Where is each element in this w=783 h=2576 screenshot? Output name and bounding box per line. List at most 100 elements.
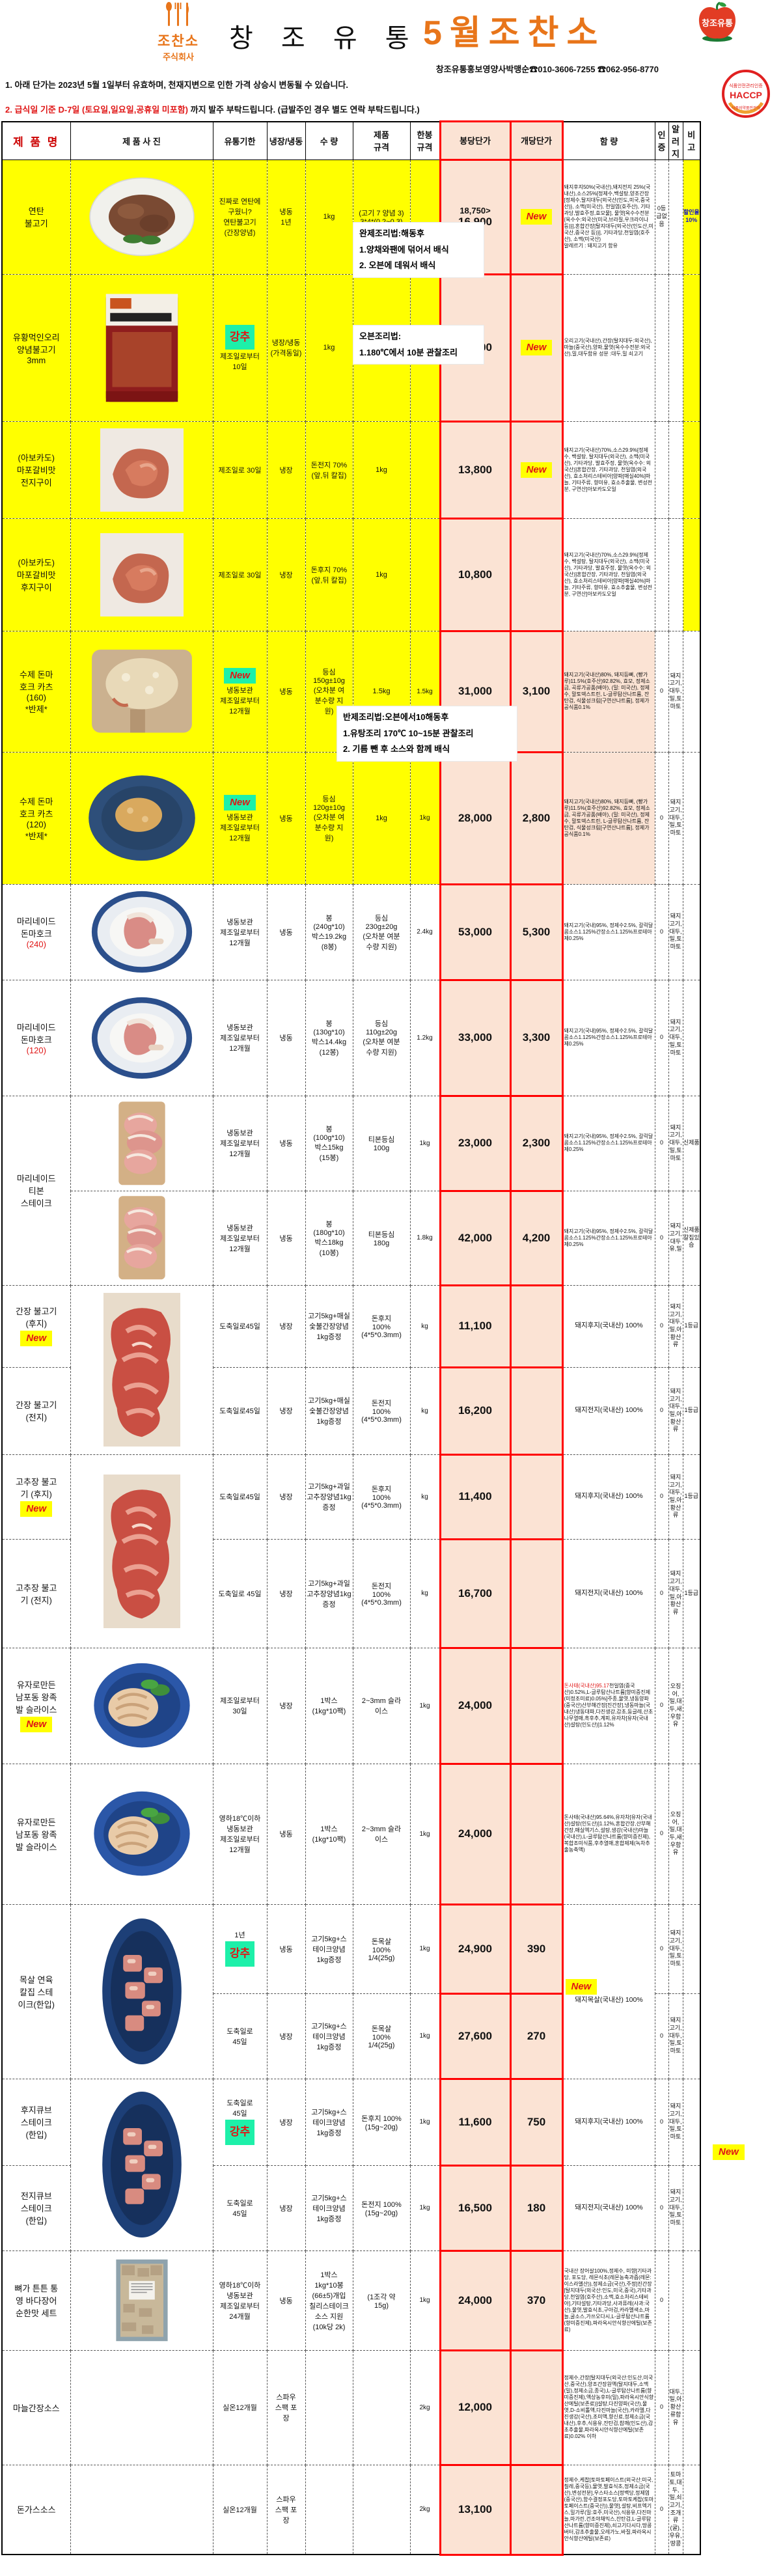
cell-storage: 냉장	[266, 518, 306, 631]
cell-expiry: 영하18℃이하 냉동보관 제조일로부터 12개월	[212, 1763, 268, 1905]
cell-content: 돼지후지(국내산) 100%	[562, 1284, 655, 1368]
product-photo	[70, 421, 213, 519]
product-photo	[70, 2250, 213, 2351]
cell-expiry: 도축일로 45일	[212, 1993, 268, 2079]
table-row: 수제 돈마 호크 카츠 (160) *반제* New 냉동보관 제조일로부터 12개…	[1, 630, 701, 753]
cell-expiry: 도축일로 45일	[212, 1538, 268, 1648]
cell-allergy: 돼지고기,대두,밀,토마토	[668, 883, 683, 980]
cell-name: 간장 불고기 (후지) New	[1, 1284, 71, 1368]
cell-storage: 냉동	[266, 630, 306, 753]
cell-storage: 냉장	[266, 421, 306, 519]
cell-spec: 돈전지 100% (4*5*0.3mm)	[352, 1538, 411, 1648]
new-badge: New	[520, 462, 553, 478]
table-row: 마리네이드 티본 스테이크 냉동보관 제조일로부터 12개월 냉동 봉 (100g*1…	[1, 1094, 701, 1286]
table-row: 고추장 불고 기 (전지) 도축일로 45일 냉장 고기5kg+과일 고추장양념1kg…	[1, 1538, 701, 1649]
table-row: 유자로만든 남포동 왕족 발 슬라이스 New 제조일로부터 30일 냉장 1박스 (1…	[1, 1646, 701, 1765]
column-header-bagPrice: 봉당단가	[439, 120, 512, 161]
cell-cert: 0	[654, 1763, 669, 1905]
cell-note	[682, 883, 701, 980]
cell-name: 마리네이드 티본 스테이크	[1, 1095, 71, 1286]
cell-name: 고추장 불고 기 (후지) New	[1, 1454, 71, 1540]
cell-unitPrice	[509, 1762, 564, 1905]
cell-unitPrice: 180	[509, 2164, 564, 2252]
notice-2: 2. 급식일 기준 D-7일 (토요일,일요일,공휴일 미포함) 까지 발주 부…	[5, 103, 420, 115]
cell-content: 돼지전지(국내산) 100%	[562, 1538, 655, 1648]
cell-bagPrice: 16,200	[439, 1366, 512, 1456]
cell-name: 마리네이드 돈마호크 (120)	[1, 979, 71, 1096]
cell-storage: 냉동	[266, 1763, 306, 1905]
cell-bagPrice: 24,900	[439, 1903, 512, 1995]
cell-unitPrice: 270	[509, 1992, 564, 2080]
cell-note	[682, 979, 701, 1096]
cell-name: 유자로만든 남포동 왕족 발 슬라이스 New	[1, 1647, 71, 1764]
cell-storage: 냉동	[266, 1095, 306, 1191]
cell-storage: 냉장	[266, 1454, 306, 1540]
cell-allergy: 돼지고기,대두,밀,토마토	[668, 1904, 683, 1994]
cell-bagPrice: 13,100	[439, 2463, 512, 2556]
product-photo	[70, 1763, 213, 1905]
cell-storage: 냉동	[266, 1190, 306, 1286]
cell-cert: 0	[654, 1366, 669, 1455]
cell-expiry: 제조일로부터 30일	[212, 1647, 268, 1764]
cell-qty: 봉 (240g*10) 박스19.2kg (8봉)	[305, 883, 353, 980]
cell-allergy	[668, 273, 683, 422]
cell-name: 마리네이드 돈마호크 (240)	[1, 883, 71, 980]
cell-expiry: 도축일로45일	[212, 1366, 268, 1455]
cell-note: 1등급	[682, 1284, 701, 1368]
table-row: 수제 돈마 호크 카츠 (120) *반제* New 냉동보관 제조일로부터 12개…	[1, 751, 701, 885]
cell-content: 오리고기(국내산),간장(탈지대두:외국산),마늘(중국산),양파,물엿(옥수수…	[562, 273, 655, 422]
cell-bag: 1kg	[409, 2250, 441, 2351]
cell-cert: 0	[654, 1095, 669, 1191]
table-row: 돈가스소스 실온12개월 스파우 스팩 포 장 2kg 13,100 정제수,케찹[토마토…	[1, 2463, 701, 2556]
cell-qty: 봉 (130g*10) 박스14.4kg (12봉)	[305, 979, 353, 1096]
product-photo-image	[103, 1474, 180, 1628]
cell-note	[682, 518, 701, 631]
cell-cert: 0	[654, 1904, 669, 1994]
cell-bag: 1kg	[409, 1763, 441, 1905]
cell-storage: 냉동	[266, 883, 306, 980]
column-header-unitPrice: 개당단가	[509, 120, 564, 161]
table-row: 간장 불고기 (후지) New 도축일로45일 냉장 고기5kg+매실 숯불간장양념 1…	[1, 1284, 701, 1455]
product-photo-image	[90, 995, 194, 1081]
cell-qty: 고기5kg+과일 고추장양념1kg 증정	[305, 1454, 353, 1540]
cell-cert: 0	[654, 1190, 669, 1286]
cell-note	[682, 2078, 701, 2166]
cell-bag	[409, 518, 441, 631]
cell-bag: kg	[409, 1454, 441, 1540]
product-photo-image	[100, 290, 184, 406]
cell-storage: 냉장	[266, 1538, 306, 1648]
cell-qty: 고기5kg+스 테이크양념 1kg증정	[305, 2078, 353, 2166]
cell-content: 돼지고기(국내)95%, 정제수2.5%, 갈릭달콤소스1.125%간장소스1.…	[562, 883, 655, 980]
table-row: 전지큐브 스테이크 (한입) 도축일로 45일 냉장 고기5kg+스 테이크양념 1k…	[1, 2164, 701, 2252]
cell-qty: 1박스 1kg*10봉 (66±5)개입 칠리스테이크 소스 지원 (10k당 …	[305, 2250, 353, 2351]
cell-expiry: New 냉동보관 제조일로부터 12개월	[212, 630, 268, 753]
cell-unitPrice: 4,200	[509, 1189, 564, 1286]
haccp-text: HACCP	[730, 90, 762, 100]
table-row: 마리네이드 돈마호크 (240) 냉동보관 제조일로부터 12개월 냉동 봉 (240…	[1, 883, 701, 981]
cell-spec: (1조각 약 15g)	[352, 2250, 411, 2351]
cell-bag: 1kg	[409, 2165, 441, 2251]
cell-bagPrice: 16,500	[439, 2164, 512, 2252]
cell-note: 1등급	[682, 1366, 701, 1455]
month-banner: 5월조찬소	[423, 14, 606, 52]
cell-allergy: 돼지고기,대두,밀,토마토	[668, 979, 683, 1096]
table-row: (아보카도) 마포갈비맛 후지구이 제조일로 30일 냉장 돈후지 70% (앞,뒤 …	[1, 517, 701, 632]
cell-unitPrice	[509, 1453, 564, 1540]
cell-spec	[352, 2349, 411, 2465]
cell-unitPrice: New	[509, 420, 564, 519]
cell-qty: 돈전지 70% (앞,뒤 칼집)	[305, 421, 353, 519]
haccp-top-text: 식품안전관리인증	[729, 83, 763, 89]
cell-name: 수제 돈마 호크 카츠 (120) *반제*	[1, 751, 71, 885]
column-header-name: 제 품 명	[1, 121, 71, 160]
cell-unitPrice: 2,800	[509, 751, 564, 885]
cell-storage: 냉동	[266, 979, 306, 1096]
cell-allergy	[668, 2250, 683, 2351]
cell-note	[682, 2165, 701, 2251]
new-badge: New	[224, 668, 256, 684]
cell-name: 마늘간장소스	[1, 2349, 71, 2465]
cell-storage: 냉장	[266, 1993, 306, 2079]
cell-expiry: 도축일로45일	[212, 1454, 268, 1540]
cell-unitPrice	[509, 2349, 564, 2466]
cell-unitPrice	[509, 517, 564, 632]
